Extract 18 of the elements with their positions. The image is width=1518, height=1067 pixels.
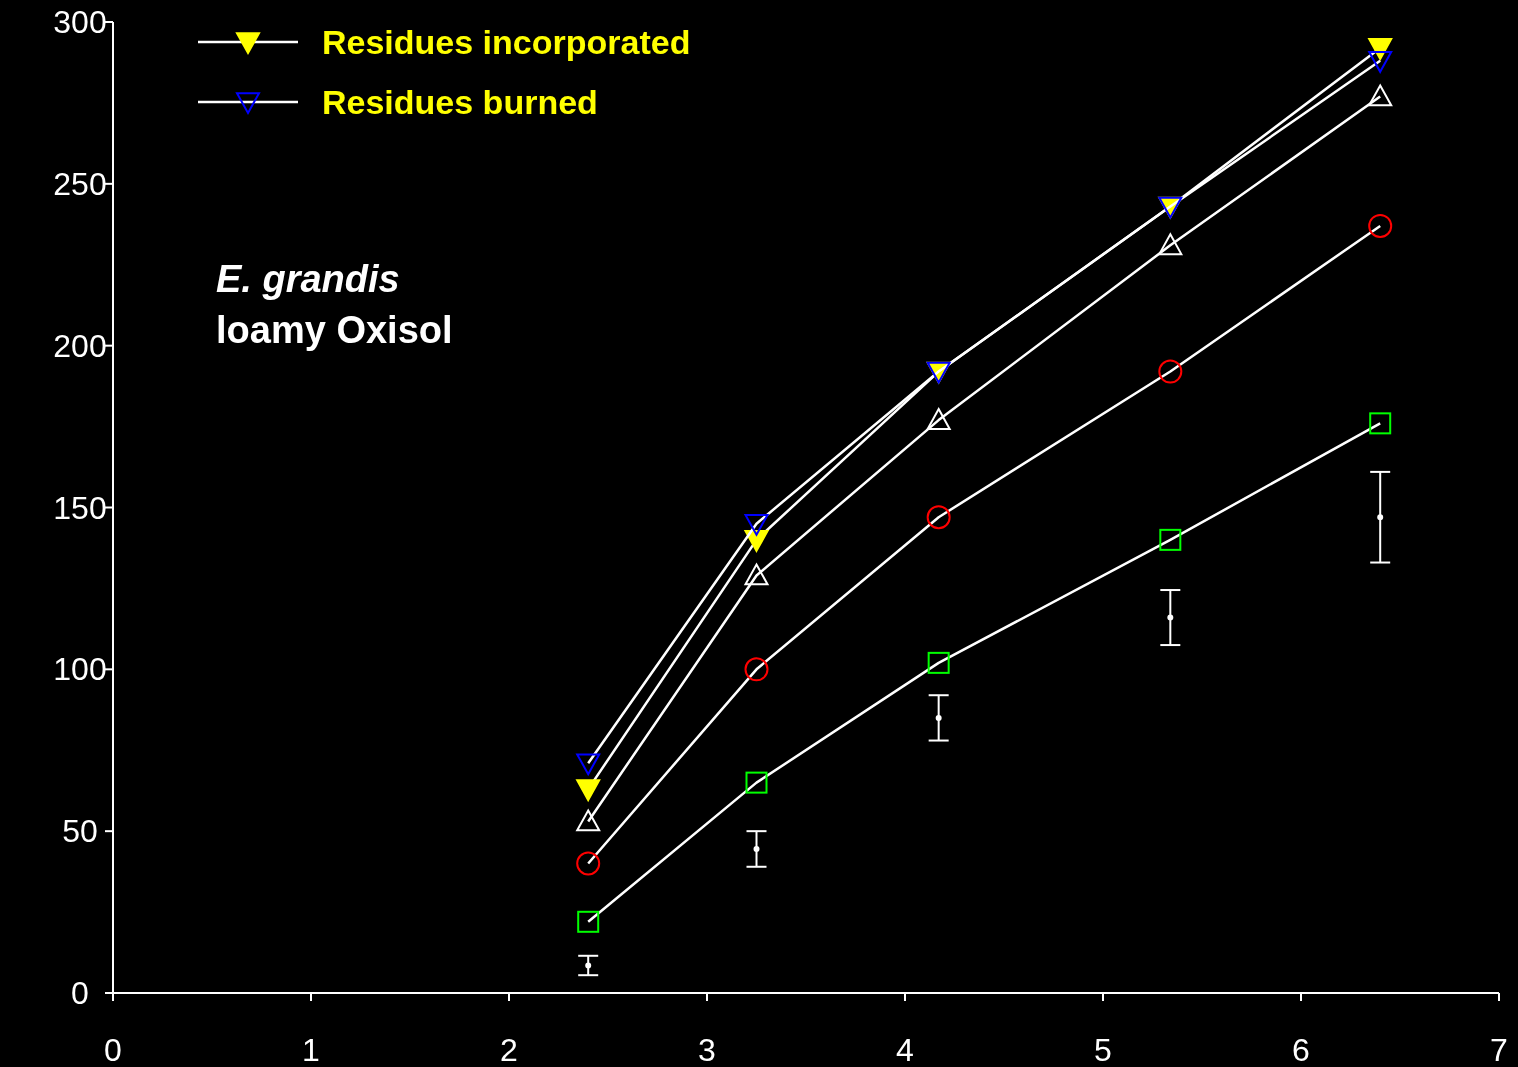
x-tick-label: 1 <box>302 1032 320 1067</box>
x-tick-label: 5 <box>1094 1032 1112 1067</box>
legend-label: Residues burned <box>322 83 598 121</box>
legend-label: Residues incorporated <box>322 23 691 61</box>
x-tick-label: 7 <box>1490 1032 1508 1067</box>
y-tick-label: 100 <box>53 651 107 688</box>
y-tick-label: 0 <box>71 975 89 1011</box>
annotation: E. grandis <box>216 258 400 300</box>
x-tick-label: 3 <box>698 1032 716 1067</box>
annotation: loamy Oxisol <box>216 309 453 351</box>
y-tick-label: 150 <box>53 489 107 526</box>
x-tick-label: 6 <box>1292 1032 1310 1067</box>
y-tick-label: 250 <box>53 165 107 202</box>
y-tick-label: 200 <box>53 327 107 364</box>
y-tick-label: 50 <box>62 813 98 850</box>
x-tick-label: 4 <box>896 1032 914 1067</box>
y-tick-label: 300 <box>53 4 107 40</box>
x-tick-label: 2 <box>500 1032 518 1067</box>
